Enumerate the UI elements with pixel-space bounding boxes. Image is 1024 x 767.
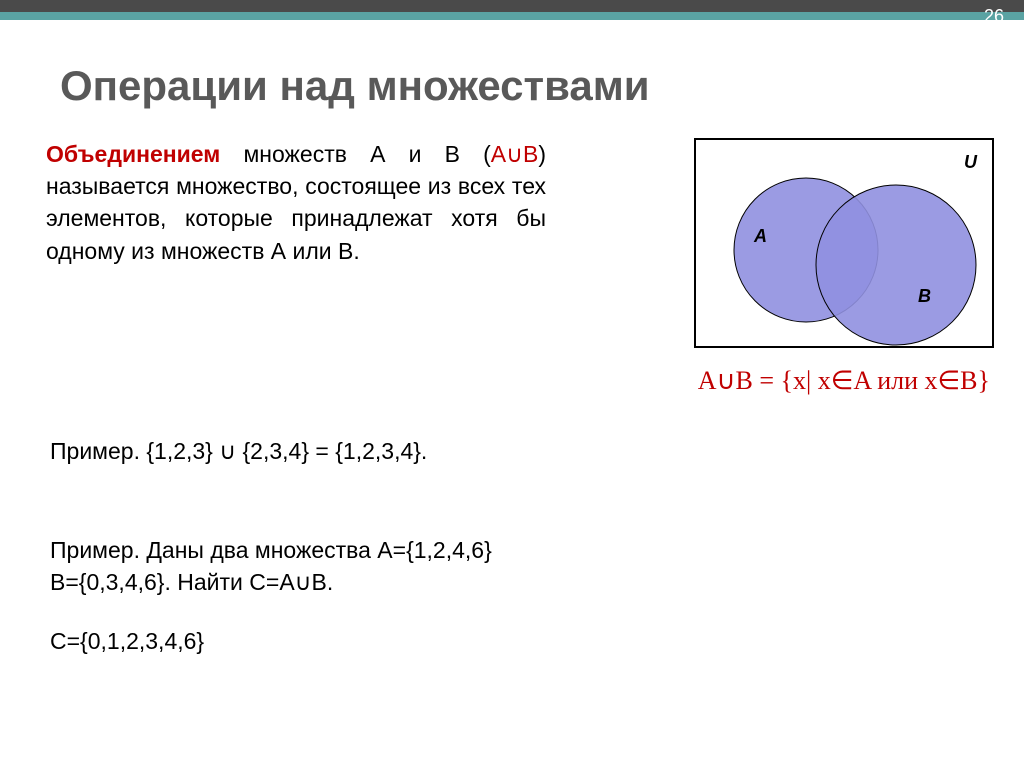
lead-word: Объединением <box>46 141 220 167</box>
definition-text: Объединением множеств А и В (А∪В) называ… <box>46 138 546 267</box>
union-formula: A∪B = {x| x∈A или x∈B} <box>698 366 990 396</box>
def-symbol: А∪В <box>491 141 539 167</box>
slide: 26 Операции над множествами Объединением… <box>0 0 1024 767</box>
venn-label-b: B <box>918 286 931 306</box>
venn-label-u: U <box>964 152 978 172</box>
slide-title: Операции над множествами <box>60 62 650 110</box>
ex1-op: ∪ <box>219 439 236 464</box>
venn-svg: U A B <box>696 140 992 346</box>
body-area: Объединением множеств А и В (А∪В) называ… <box>46 138 994 267</box>
def-after-lead: множеств А и В ( <box>220 141 490 167</box>
ex2-line1: Пример. Даны два множества А={1,2,4,6} <box>50 537 492 563</box>
ex1-suffix: {2,3,4} = {1,2,3,4}. <box>236 438 427 464</box>
ex2-line2-suffix: В. <box>312 569 334 595</box>
page-number: 26 <box>984 6 1004 27</box>
ex2-op: ∪ <box>295 570 312 595</box>
top-bar-teal <box>0 12 1024 20</box>
example-2: Пример. Даны два множества А={1,2,4,6} В… <box>50 534 492 599</box>
ex1-prefix: Пример. {1,2,3} <box>50 438 219 464</box>
venn-circle-b <box>816 185 976 345</box>
example-1: Пример. {1,2,3} ∪ {2,3,4} = {1,2,3,4}. <box>50 438 427 465</box>
top-bar-dark <box>0 0 1024 12</box>
example-2-answer: С={0,1,2,3,4,6} <box>50 628 204 655</box>
venn-label-a: A <box>753 226 767 246</box>
venn-diagram: U A B <box>694 138 994 348</box>
ex2-line2-prefix: В={0,3,4,6}. Найти С=А <box>50 569 295 595</box>
